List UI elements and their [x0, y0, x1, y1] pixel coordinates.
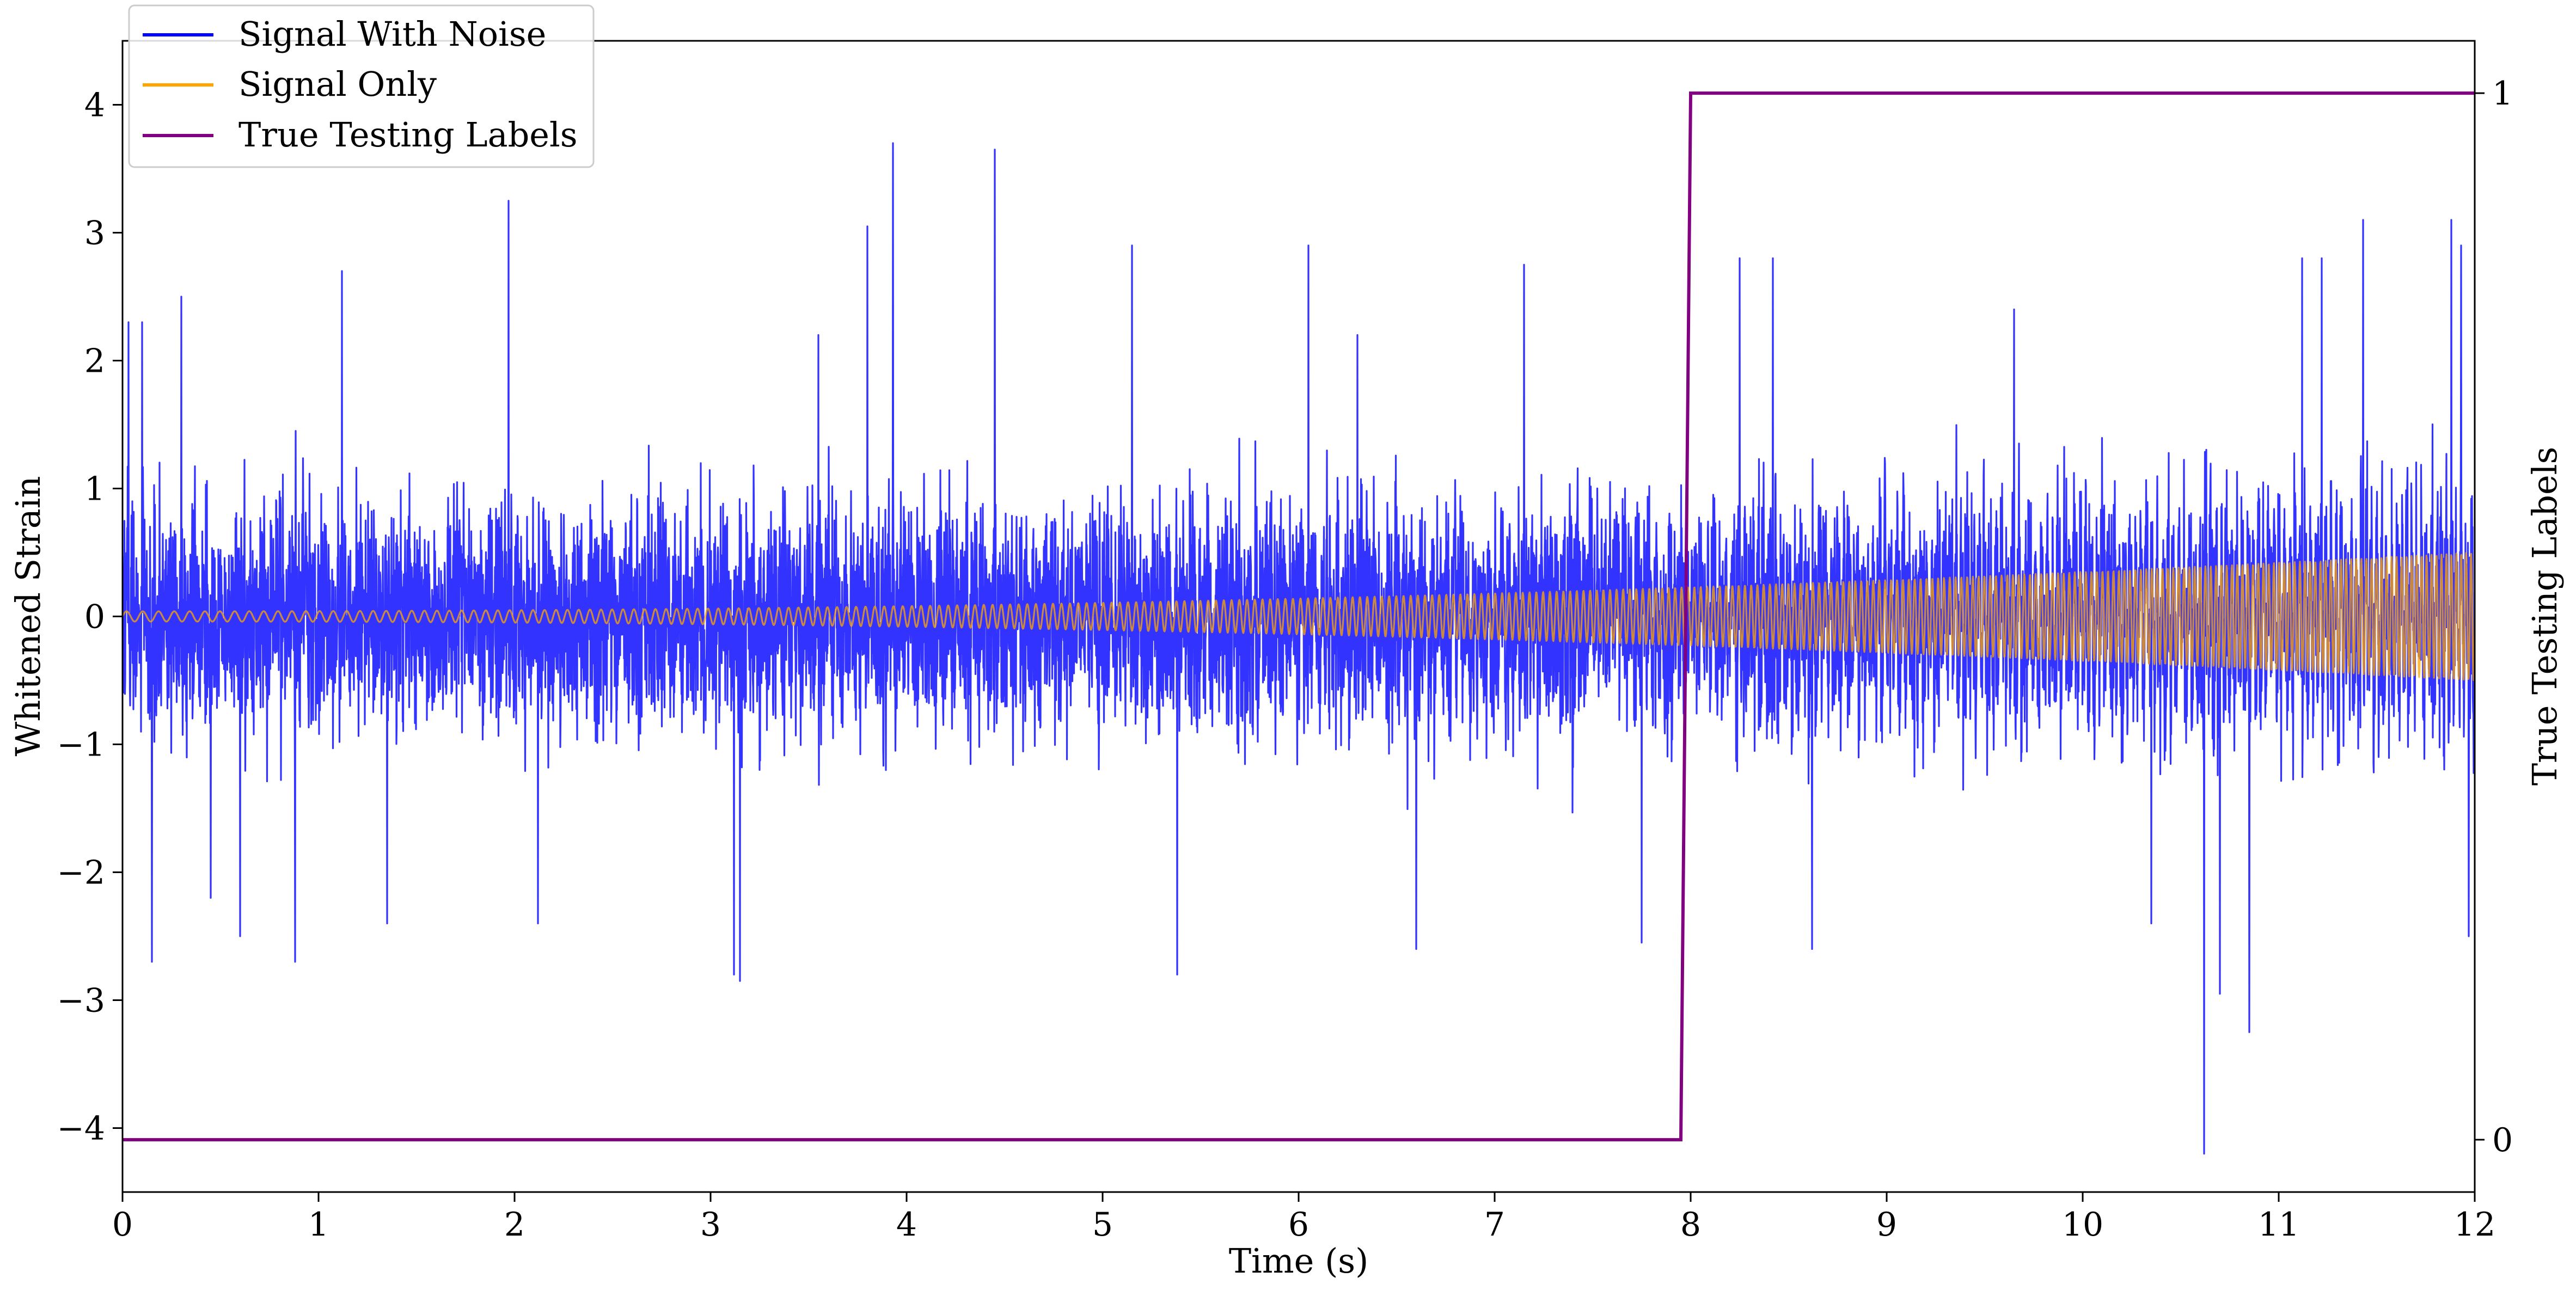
legend-label-signal-only: Signal Only	[238, 64, 437, 104]
x-tick-label: 5	[1092, 1206, 1113, 1244]
x-tick-label: 4	[896, 1206, 917, 1244]
x-tick-label: 2	[504, 1206, 525, 1244]
x-tick-label: 8	[1680, 1206, 1701, 1244]
plot-area	[123, 91, 2475, 1155]
y-left-tick-label: 2	[84, 342, 105, 380]
y-left-tick-label: −3	[57, 982, 105, 1020]
x-tick-label: 10	[2062, 1206, 2103, 1244]
series-line-true-testing-labels	[123, 91, 2475, 1141]
y-axis-right-title: True Testing Labels	[2525, 447, 2565, 786]
y-left-tick-label: 0	[84, 598, 105, 636]
legend: Signal With Noise Signal Only True Testi…	[128, 4, 595, 168]
y-left-tick-label: −4	[57, 1110, 105, 1148]
series-line-signal-only	[123, 552, 2475, 681]
y-left-tick-label: 3	[84, 214, 105, 253]
x-tick-label: 0	[112, 1206, 133, 1244]
y-right-tick-label: 0	[2492, 1121, 2513, 1159]
y-left-tick-label: −1	[57, 726, 105, 764]
y-right-tick-label: 1	[2492, 75, 2513, 113]
x-tick-label: 7	[1484, 1206, 1505, 1244]
x-tick-label: 1	[308, 1206, 329, 1244]
y-left-tick-label: 4	[84, 87, 105, 125]
y-left-tick-label: −2	[57, 854, 105, 892]
x-tick-label: 9	[1876, 1206, 1897, 1244]
x-axis-title: Time (s)	[1229, 1241, 1369, 1281]
x-tick-label: 12	[2454, 1206, 2495, 1244]
y-left-tick-label: 1	[84, 470, 105, 508]
x-tick-label: 11	[2258, 1206, 2299, 1244]
legend-box	[128, 4, 595, 168]
y-axis-right: 01	[2475, 75, 2513, 1159]
x-tick-label: 6	[1288, 1206, 1309, 1244]
y-axis-left: −4 −3 −2 −1 0 1 2 3 4	[57, 87, 123, 1148]
legend-label-signal-with-noise: Signal With Noise	[238, 14, 546, 54]
y-axis-left-title: Whitened Strain	[8, 476, 48, 757]
x-axis: 0 1 2 3 4 5 6 7 8 9 10 11 12	[112, 1192, 2495, 1244]
legend-label-true-testing-labels: True Testing Labels	[238, 115, 578, 155]
x-tick-label: 3	[700, 1206, 721, 1244]
